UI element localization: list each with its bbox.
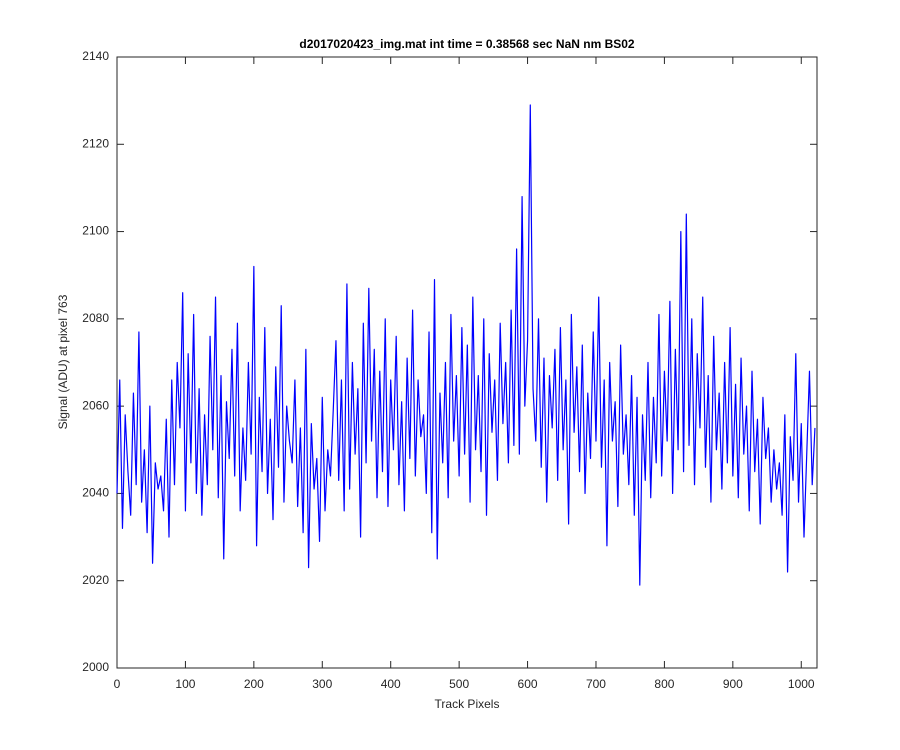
y-tick-label: 2100	[82, 224, 109, 238]
x-axis-label: Track Pixels	[435, 697, 500, 711]
x-tick-label: 300	[312, 677, 332, 691]
y-axis-label: Signal (ADU) at pixel 763	[56, 294, 70, 429]
y-tick-label: 2140	[82, 49, 109, 63]
x-tick-label: 1000	[788, 677, 815, 691]
x-tick-label: 0	[114, 677, 121, 691]
plot-frame	[116, 56, 818, 669]
x-tick-label: 800	[654, 677, 674, 691]
y-tick-label: 2040	[82, 486, 109, 500]
x-tick-label: 500	[449, 677, 469, 691]
data-line	[116, 104, 816, 586]
x-tick-label: 200	[244, 677, 264, 691]
x-tick-label: 600	[518, 677, 538, 691]
x-tick-label: 700	[586, 677, 606, 691]
x-tick-label: 900	[723, 677, 743, 691]
y-tick-label: 2020	[82, 573, 109, 587]
x-tick-label: 400	[381, 677, 401, 691]
y-tick-label: 2120	[82, 136, 109, 150]
y-tick-label: 2060	[82, 398, 109, 412]
y-tick-label: 2080	[82, 311, 109, 325]
y-tick-label: 2000	[82, 660, 109, 674]
chart-title: d2017020423_img.mat int time = 0.38568 s…	[299, 37, 635, 51]
x-tick-label: 100	[175, 677, 195, 691]
